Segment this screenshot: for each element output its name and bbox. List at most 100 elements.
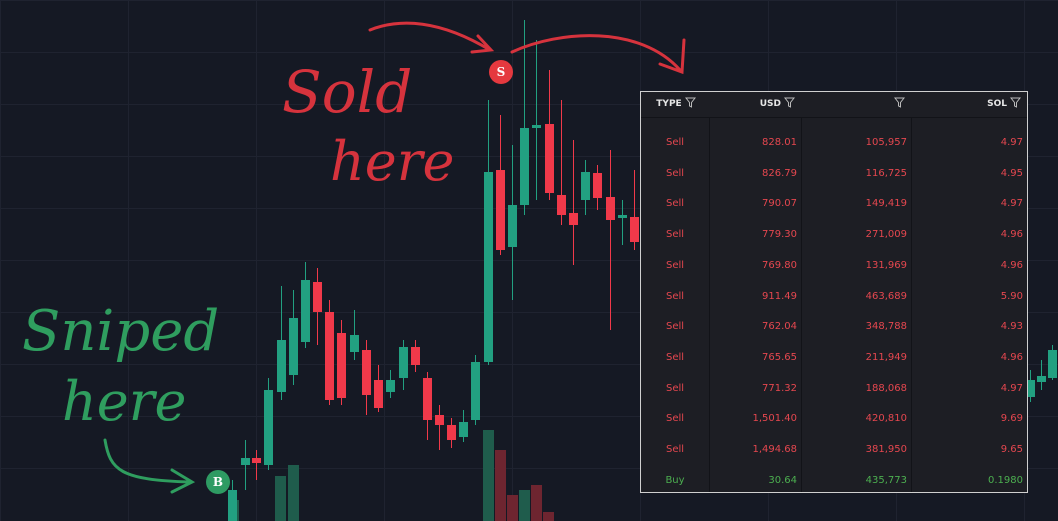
table-cell: 9.69: [1000, 413, 1023, 425]
table-cell: 771.32: [762, 382, 797, 394]
header-divider: [641, 117, 1027, 118]
column-divider: [801, 117, 802, 492]
filter-icon[interactable]: [684, 97, 696, 108]
arrow: [510, 34, 686, 75]
table-cell: 4.95: [1000, 167, 1023, 179]
filter-icon[interactable]: [894, 97, 905, 108]
candle-body: [1037, 376, 1046, 382]
candle-body: [411, 347, 420, 365]
column-header: SOL: [919, 92, 1021, 117]
annotation-text: Sold: [282, 58, 412, 126]
candle-body: [630, 217, 639, 242]
candle-body: [532, 125, 541, 128]
column-header: [809, 92, 905, 117]
candle-body: [569, 213, 578, 225]
volume-bar: [288, 465, 299, 521]
column-divider: [709, 117, 710, 492]
table-cell: 826.79: [762, 167, 797, 179]
candle-body: [264, 390, 273, 465]
buy-marker: [206, 470, 230, 494]
table-cell: Sell: [665, 290, 685, 302]
arrow: [103, 438, 196, 494]
table-cell: 30.64: [768, 474, 797, 486]
candle-body: [508, 205, 517, 247]
volume-bar: [531, 485, 542, 521]
table-cell: 4.97: [1000, 137, 1023, 148]
table-cell: Sell: [665, 382, 685, 394]
candle-body: [557, 195, 566, 215]
column-header: TYPE: [649, 92, 703, 117]
volume-bar: [495, 450, 506, 521]
marker-label: S: [497, 65, 506, 79]
table-cell: Sell: [665, 167, 685, 179]
table-cell: 4.96: [1000, 351, 1023, 363]
filter-icon[interactable]: [784, 97, 795, 108]
column-divider: [911, 117, 912, 492]
trades-table: TYPE USD SOL Sell 828.01 105,957 4.97 Sell 826.7…: [640, 91, 1028, 493]
table-cell: 420,810: [865, 413, 907, 425]
candle-body: [496, 170, 505, 250]
candle-body: [289, 318, 298, 375]
table-cell: 1,501.40: [752, 413, 797, 425]
table-cell: Sell: [665, 137, 685, 148]
table-cell: 116,725: [865, 167, 907, 179]
table-cell: 435,773: [865, 474, 907, 486]
volume-bar: [275, 476, 286, 521]
table-cell: Sell: [665, 321, 685, 333]
candle-body: [423, 378, 432, 420]
volume-bar: [507, 495, 518, 521]
volume-bar: [519, 490, 530, 521]
volume-bar: [543, 512, 554, 521]
candle-body: [399, 347, 408, 378]
annotation-text: here: [330, 130, 455, 193]
table-cell: 4.93: [1000, 321, 1023, 333]
table-cell: 4.96: [1000, 259, 1023, 271]
table-cell: Sell: [665, 229, 685, 241]
table-cell: Sell: [665, 444, 685, 455]
candle-body: [228, 490, 237, 521]
table-cell: 765.65: [762, 351, 797, 363]
candle-body: [350, 335, 359, 352]
annotation-text: here: [62, 370, 187, 433]
table-cell: 4.97: [1000, 382, 1023, 394]
table-cell: 381,950: [865, 444, 907, 455]
candles: [228, 20, 1057, 521]
candle-body: [1048, 350, 1057, 378]
table-cell: 5.90: [1000, 290, 1023, 302]
candle-body: [581, 172, 590, 200]
table-cell: Buy: [665, 474, 685, 486]
table-cell: 4.97: [1000, 198, 1023, 210]
column-header: USD: [717, 92, 795, 117]
header-text: SOL: [987, 99, 1007, 109]
table-cell: 762.04: [762, 321, 797, 333]
table-cell: 188,068: [865, 382, 907, 394]
sell-marker: [489, 60, 513, 84]
candle-body: [337, 333, 346, 398]
filter-icon[interactable]: [1010, 97, 1021, 108]
table-cell: Sell: [665, 259, 685, 271]
candle-body: [386, 380, 395, 392]
table-cell: 271,009: [865, 229, 907, 241]
candle-body: [374, 380, 383, 408]
table-cell: 105,957: [865, 137, 907, 148]
candle-body: [435, 415, 444, 425]
candle-body: [545, 124, 554, 193]
candle-body: [471, 362, 480, 420]
candle-body: [277, 340, 286, 392]
header-text: TYPE: [656, 99, 682, 109]
table-cell: 4.96: [1000, 229, 1023, 241]
table-cell: Sell: [665, 413, 685, 425]
table-cell: 9.65: [1000, 444, 1023, 455]
marker-label: B: [213, 475, 223, 489]
candle-body: [301, 280, 310, 342]
table-cell: 0.1980: [988, 474, 1023, 486]
table-cell: Sell: [665, 198, 685, 210]
table-cell: 211,949: [865, 351, 907, 363]
header-text: USD: [759, 99, 781, 109]
candle-body: [593, 173, 602, 198]
volume-bar: [483, 430, 494, 521]
candle-body: [241, 458, 250, 465]
candle-body: [313, 282, 322, 312]
